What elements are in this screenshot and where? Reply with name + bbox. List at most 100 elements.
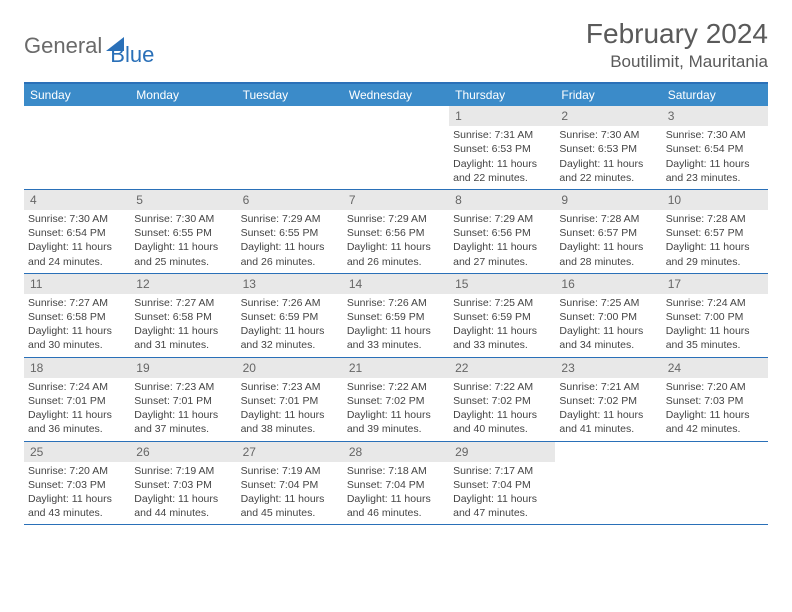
daylight-text: and 23 minutes.	[666, 171, 764, 185]
sunset-text: Sunset: 6:53 PM	[453, 142, 551, 156]
daylight-text: and 43 minutes.	[28, 506, 126, 520]
day-number: 15	[449, 274, 555, 294]
title-block: February 2024 Boutilimit, Mauritania	[586, 18, 768, 72]
daylight-text: and 35 minutes.	[666, 338, 764, 352]
sunrise-text: Sunrise: 7:28 AM	[559, 212, 657, 226]
day-cell: 21Sunrise: 7:22 AMSunset: 7:02 PMDayligh…	[343, 358, 449, 441]
day-number: 2	[555, 106, 661, 126]
sunset-text: Sunset: 7:02 PM	[347, 394, 445, 408]
daylight-text: Daylight: 11 hours	[241, 408, 339, 422]
daylight-text: Daylight: 11 hours	[28, 408, 126, 422]
day-number: 8	[449, 190, 555, 210]
day-cell: 29Sunrise: 7:17 AMSunset: 7:04 PMDayligh…	[449, 442, 555, 525]
day-body: Sunrise: 7:30 AMSunset: 6:53 PMDaylight:…	[555, 126, 661, 189]
week-row: 25Sunrise: 7:20 AMSunset: 7:03 PMDayligh…	[24, 442, 768, 526]
daylight-text: Daylight: 11 hours	[453, 157, 551, 171]
daylight-text: Daylight: 11 hours	[134, 240, 232, 254]
day-cell: 23Sunrise: 7:21 AMSunset: 7:02 PMDayligh…	[555, 358, 661, 441]
daylight-text: Daylight: 11 hours	[559, 157, 657, 171]
day-number: 11	[24, 274, 130, 294]
daylight-text: Daylight: 11 hours	[453, 408, 551, 422]
sunrise-text: Sunrise: 7:29 AM	[453, 212, 551, 226]
sunset-text: Sunset: 7:03 PM	[28, 478, 126, 492]
daylight-text: Daylight: 11 hours	[559, 324, 657, 338]
sunset-text: Sunset: 7:01 PM	[134, 394, 232, 408]
sunset-text: Sunset: 7:02 PM	[453, 394, 551, 408]
sunset-text: Sunset: 6:57 PM	[666, 226, 764, 240]
weekday-header: Monday	[130, 84, 236, 106]
sunset-text: Sunset: 7:04 PM	[453, 478, 551, 492]
daylight-text: and 44 minutes.	[134, 506, 232, 520]
sunrise-text: Sunrise: 7:30 AM	[134, 212, 232, 226]
day-cell: 28Sunrise: 7:18 AMSunset: 7:04 PMDayligh…	[343, 442, 449, 525]
sunrise-text: Sunrise: 7:17 AM	[453, 464, 551, 478]
week-row: 18Sunrise: 7:24 AMSunset: 7:01 PMDayligh…	[24, 358, 768, 442]
sunrise-text: Sunrise: 7:20 AM	[28, 464, 126, 478]
day-cell: 8Sunrise: 7:29 AMSunset: 6:56 PMDaylight…	[449, 190, 555, 273]
day-body: Sunrise: 7:26 AMSunset: 6:59 PMDaylight:…	[237, 294, 343, 357]
daylight-text: and 26 minutes.	[241, 255, 339, 269]
day-number: 14	[343, 274, 449, 294]
sunset-text: Sunset: 6:55 PM	[134, 226, 232, 240]
day-cell: 25 Sunrise: 7:20 AMSunset: 7:03 PMDayligh…	[24, 442, 130, 525]
sunset-text: Sunset: 6:54 PM	[666, 142, 764, 156]
sunrise-text: Sunrise: 7:25 AM	[559, 296, 657, 310]
sunrise-text: Sunrise: 7:30 AM	[666, 128, 764, 142]
sunset-text: Sunset: 7:04 PM	[241, 478, 339, 492]
day-number: 4	[24, 190, 130, 210]
daylight-text: Daylight: 11 hours	[241, 240, 339, 254]
day-number: 9	[555, 190, 661, 210]
weekday-header: Thursday	[449, 84, 555, 106]
daylight-text: Daylight: 11 hours	[666, 240, 764, 254]
day-cell: 15Sunrise: 7:25 AMSunset: 6:59 PMDayligh…	[449, 274, 555, 357]
daylight-text: and 45 minutes.	[241, 506, 339, 520]
sunset-text: Sunset: 7:01 PM	[241, 394, 339, 408]
day-number: 25	[24, 442, 130, 462]
sunrise-text: Sunrise: 7:23 AM	[134, 380, 232, 394]
sunrise-text: Sunrise: 7:22 AM	[453, 380, 551, 394]
sunset-text: Sunset: 6:58 PM	[28, 310, 126, 324]
daylight-text: and 38 minutes.	[241, 422, 339, 436]
day-cell: 2Sunrise: 7:30 AMSunset: 6:53 PMDaylight…	[555, 106, 661, 189]
day-number: 6	[237, 190, 343, 210]
sunrise-text: Sunrise: 7:27 AM	[134, 296, 232, 310]
sunrise-text: Sunrise: 7:26 AM	[241, 296, 339, 310]
day-cell: 6Sunrise: 7:29 AMSunset: 6:55 PMDaylight…	[237, 190, 343, 273]
sunrise-text: Sunrise: 7:30 AM	[28, 212, 126, 226]
day-number: 17	[662, 274, 768, 294]
daylight-text: Daylight: 11 hours	[134, 492, 232, 506]
weekday-header: Wednesday	[343, 84, 449, 106]
daylight-text: and 29 minutes.	[666, 255, 764, 269]
calendar: SundayMondayTuesdayWednesdayThursdayFrid…	[24, 82, 768, 525]
day-cell: 27Sunrise: 7:19 AMSunset: 7:04 PMDayligh…	[237, 442, 343, 525]
day-number: 7	[343, 190, 449, 210]
week-row: 1Sunrise: 7:31 AMSunset: 6:53 PMDaylight…	[24, 106, 768, 190]
sunset-text: Sunset: 7:02 PM	[559, 394, 657, 408]
header: General Blue February 2024 Boutilimit, M…	[24, 18, 768, 72]
daylight-text: Daylight: 11 hours	[28, 492, 126, 506]
daylight-text: Daylight: 11 hours	[134, 408, 232, 422]
sunrise-text: Sunrise: 7:24 AM	[28, 380, 126, 394]
sunrise-text: Sunrise: 7:19 AM	[241, 464, 339, 478]
week-row: 11Sunrise: 7:27 AMSunset: 6:58 PMDayligh…	[24, 274, 768, 358]
day-number: 1	[449, 106, 555, 126]
daylight-text: and 33 minutes.	[453, 338, 551, 352]
day-cell: 19Sunrise: 7:23 AMSunset: 7:01 PMDayligh…	[130, 358, 236, 441]
day-number: 16	[555, 274, 661, 294]
day-cell: 3Sunrise: 7:30 AMSunset: 6:54 PMDaylight…	[662, 106, 768, 189]
daylight-text: Daylight: 11 hours	[347, 492, 445, 506]
day-number: 3	[662, 106, 768, 126]
weekday-header: Friday	[555, 84, 661, 106]
day-body: Sunrise: 7:30 AMSunset: 6:54 PMDaylight:…	[662, 126, 768, 189]
sunset-text: Sunset: 6:58 PM	[134, 310, 232, 324]
day-body: Sunrise: 7:25 AMSunset: 7:00 PMDaylight:…	[555, 294, 661, 357]
weekday-header: Tuesday	[237, 84, 343, 106]
sunset-text: Sunset: 7:00 PM	[666, 310, 764, 324]
daylight-text: and 28 minutes.	[559, 255, 657, 269]
sunset-text: Sunset: 6:59 PM	[347, 310, 445, 324]
day-number: 18	[24, 358, 130, 378]
day-cell: 9Sunrise: 7:28 AMSunset: 6:57 PMDaylight…	[555, 190, 661, 273]
day-cell: 14Sunrise: 7:26 AMSunset: 6:59 PMDayligh…	[343, 274, 449, 357]
daylight-text: and 27 minutes.	[453, 255, 551, 269]
location: Boutilimit, Mauritania	[586, 52, 768, 72]
